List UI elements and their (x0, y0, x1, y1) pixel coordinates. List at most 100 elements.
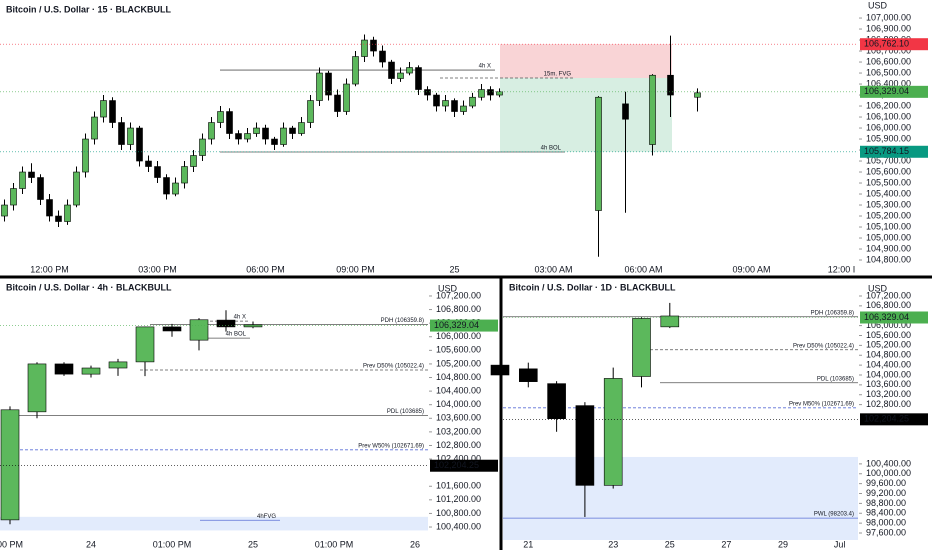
candle-body (109, 100, 116, 123)
y-tick-label: 97,600.00 (866, 527, 906, 537)
y-tick-label: 106,600.00 (866, 56, 911, 66)
level-label: PDL (103685) (387, 409, 424, 415)
zone (500, 44, 672, 78)
y-tick-label: 103,600.00 (436, 413, 481, 423)
candle-body (181, 166, 188, 184)
y-tick-label: 105,600.00 (866, 330, 911, 340)
y-tick-label: 106,500.00 (866, 67, 911, 77)
candle-body (253, 127, 260, 134)
candle-body (81, 367, 101, 375)
x-tick-label: 09:00 PM (336, 264, 375, 274)
level-label: Prev D50% (105022.4) (793, 343, 854, 349)
candle-body (415, 67, 422, 90)
y-tick-label: 105,000.00 (866, 232, 911, 242)
price-label-box (860, 311, 928, 324)
y-tick-label: 106,800.00 (436, 304, 481, 314)
price-label: 106,329.04 (864, 86, 909, 96)
candle-body (370, 39, 377, 52)
price-label-box (860, 413, 928, 426)
candle-body (28, 171, 35, 178)
zone (0, 516, 428, 531)
level-label: 15m. FVG (544, 72, 572, 78)
x-tick-label: 03:00 AM (534, 264, 572, 274)
x-tick-label: 06:00 PM (246, 264, 285, 274)
axis-unit: USD (868, 0, 888, 10)
y-tick-label: 106,800.00 (866, 300, 911, 310)
y-tick-label: 106,100.00 (866, 111, 911, 121)
price-label-box (430, 319, 498, 332)
y-tick-label: 106,400.00 (866, 78, 911, 88)
y-tick-label: 105,900.00 (866, 133, 911, 143)
y-tick-label: 98,400.00 (866, 508, 906, 518)
y-tick-label: 105,300.00 (866, 199, 911, 209)
candle-body (460, 105, 467, 112)
candle-body (199, 138, 206, 156)
level-label: Prev D50% (105022.4) (363, 364, 424, 370)
candle-body (189, 319, 209, 341)
candle-body (379, 50, 386, 63)
y-tick-label: 103,600.00 (866, 379, 911, 389)
level-label: 4h X (479, 64, 491, 70)
candle-body (10, 188, 17, 206)
price-label: 105,784.15 (864, 146, 909, 156)
x-tick-label: 00 PM (0, 539, 23, 549)
candle-body (135, 326, 155, 363)
candle-body (244, 133, 251, 140)
zone (503, 456, 858, 540)
y-tick-label: 99,600.00 (866, 478, 906, 488)
candle-body (622, 103, 629, 120)
candle-body (487, 89, 494, 96)
y-tick-label: 99,200.00 (866, 488, 906, 498)
candle-body (307, 100, 314, 123)
x-tick-label: 26 (410, 539, 420, 549)
y-tick-label: 100,000.00 (866, 468, 911, 478)
x-tick-label: 24 (86, 539, 96, 549)
y-tick-label: 100,400.00 (436, 521, 481, 531)
y-tick-label: 104,800.00 (866, 254, 911, 264)
y-tick-label: 105,200.00 (866, 340, 911, 350)
price-label: 102,204.25 (864, 414, 909, 424)
level-label: Prev W50% (102671.69) (358, 443, 424, 449)
candle-body (451, 100, 458, 112)
candle-body (64, 204, 71, 222)
candle-body (27, 363, 47, 413)
y-tick-label: 106,000.00 (866, 122, 911, 132)
y-tick-label: 104,000.00 (866, 369, 911, 379)
chart-title: Bitcoin / U.S. Dollar · 15 · BLACKBULL (6, 4, 172, 14)
y-tick-label: 105,700.00 (866, 155, 911, 165)
candle-body (216, 319, 236, 328)
candle-body (603, 378, 623, 486)
price-label: 106,329.04 (864, 312, 909, 322)
candle-body (172, 182, 179, 195)
y-tick-label: 106,000.00 (866, 320, 911, 330)
candle-body (478, 89, 485, 98)
x-tick-label: 27 (721, 539, 731, 549)
y-tick-label: 107,200.00 (866, 290, 911, 300)
candle-body (262, 127, 269, 140)
candle-body (490, 364, 510, 376)
candle-body (343, 83, 350, 112)
candle-body (694, 92, 701, 98)
x-tick-label: 25 (248, 539, 258, 549)
candle-body (235, 133, 242, 140)
y-tick-label: 105,200.00 (436, 358, 481, 368)
y-tick-label: 105,200.00 (866, 210, 911, 220)
level-label: PDH (106359.8) (811, 310, 854, 316)
y-tick-label: 103,200.00 (436, 426, 481, 436)
x-tick-label: 03:00 PM (138, 264, 177, 274)
candle-body (46, 199, 53, 217)
candle-body (217, 111, 224, 123)
x-tick-label: Jul (834, 539, 846, 549)
price-label-box (430, 459, 498, 472)
candle-body (433, 94, 440, 107)
x-tick-label: 01:00 PM (153, 539, 192, 549)
price-label: 106,329.04 (434, 320, 479, 330)
candle-body (649, 74, 656, 145)
candle-body (660, 315, 680, 328)
candle-body (243, 324, 263, 328)
y-tick-label: 102,800.00 (436, 440, 481, 450)
price-label-box (860, 85, 928, 98)
x-tick-label: 23 (608, 539, 618, 549)
candle-body (1, 204, 8, 217)
